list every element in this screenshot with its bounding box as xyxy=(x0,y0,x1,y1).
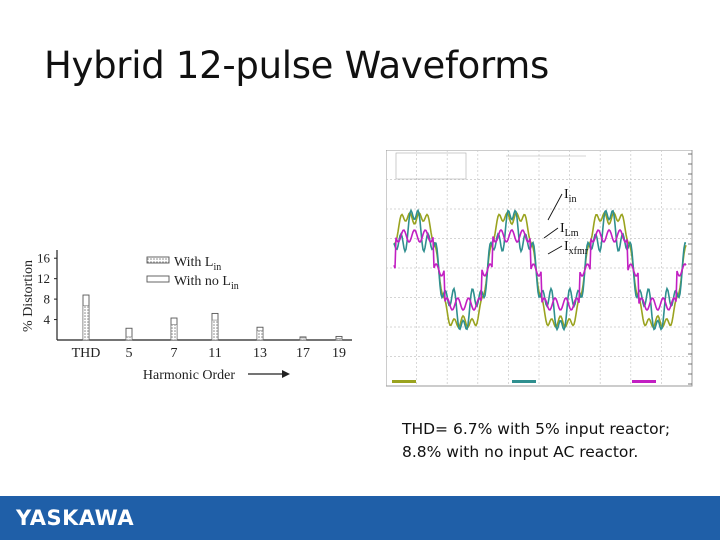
trace-i-lm xyxy=(393,208,687,332)
y-tick-label: 8 xyxy=(44,292,51,307)
chart-bars xyxy=(82,294,343,341)
caption-line-2: 8.8% with no input AC reactor. xyxy=(402,443,639,461)
legend-swatch xyxy=(146,256,170,264)
brand-logo: YASKAWA xyxy=(16,506,135,530)
scope-grid xyxy=(386,150,693,387)
x-axis-label: Harmonic Order xyxy=(143,368,235,383)
channel-marker xyxy=(392,380,416,383)
slide-title: Hybrid 12-pulse Waveforms xyxy=(44,44,549,87)
caption: THD= 6.7% with 5% input reactor; 8.8% wi… xyxy=(402,418,670,464)
annotation-pointer xyxy=(543,227,559,239)
scope-traces xyxy=(393,208,687,332)
x-tick-label: THD xyxy=(72,346,101,361)
bar-with-lin xyxy=(299,337,307,341)
channel-marker xyxy=(512,380,536,383)
x-tick-label: 7 xyxy=(171,346,178,361)
annotation-pointer xyxy=(547,193,563,221)
bar-with-lin xyxy=(82,305,90,341)
y-tick-label: 12 xyxy=(37,271,50,286)
bar-with-lin xyxy=(335,338,343,341)
x-tick-label: 11 xyxy=(208,346,221,361)
footer-bar: YASKAWA xyxy=(0,496,720,540)
x-tick-label: 19 xyxy=(332,346,346,361)
y-tick-label: 16 xyxy=(37,251,51,266)
legend-swatch xyxy=(146,275,170,283)
bar-with-lin xyxy=(125,336,133,341)
trace-i-xfmr xyxy=(393,228,687,312)
chart-labels: 4 8 12 16 THD 5 7 11 13 17 19 % Distortion Harmonic … xyxy=(21,251,346,383)
x-tick-label: 5 xyxy=(126,346,133,361)
y-axis-label: % Distortion xyxy=(21,260,36,332)
x-tick-label: 13 xyxy=(253,346,267,361)
channel-marker xyxy=(632,380,656,383)
x-axis-arrowhead xyxy=(282,370,290,378)
bar-with-lin xyxy=(211,319,219,341)
y-tick-label: 4 xyxy=(44,312,51,327)
bar-with-lin xyxy=(256,330,264,341)
bar-with-lin xyxy=(170,324,178,341)
legend-label: With Lin xyxy=(174,255,221,273)
x-tick-label: 17 xyxy=(296,346,310,361)
scope-readout-box xyxy=(395,152,467,180)
legend-label: With no Lin xyxy=(174,274,239,292)
caption-line-1: THD= 6.7% with 5% input reactor; xyxy=(402,420,671,438)
annotation-pointer xyxy=(547,245,563,255)
